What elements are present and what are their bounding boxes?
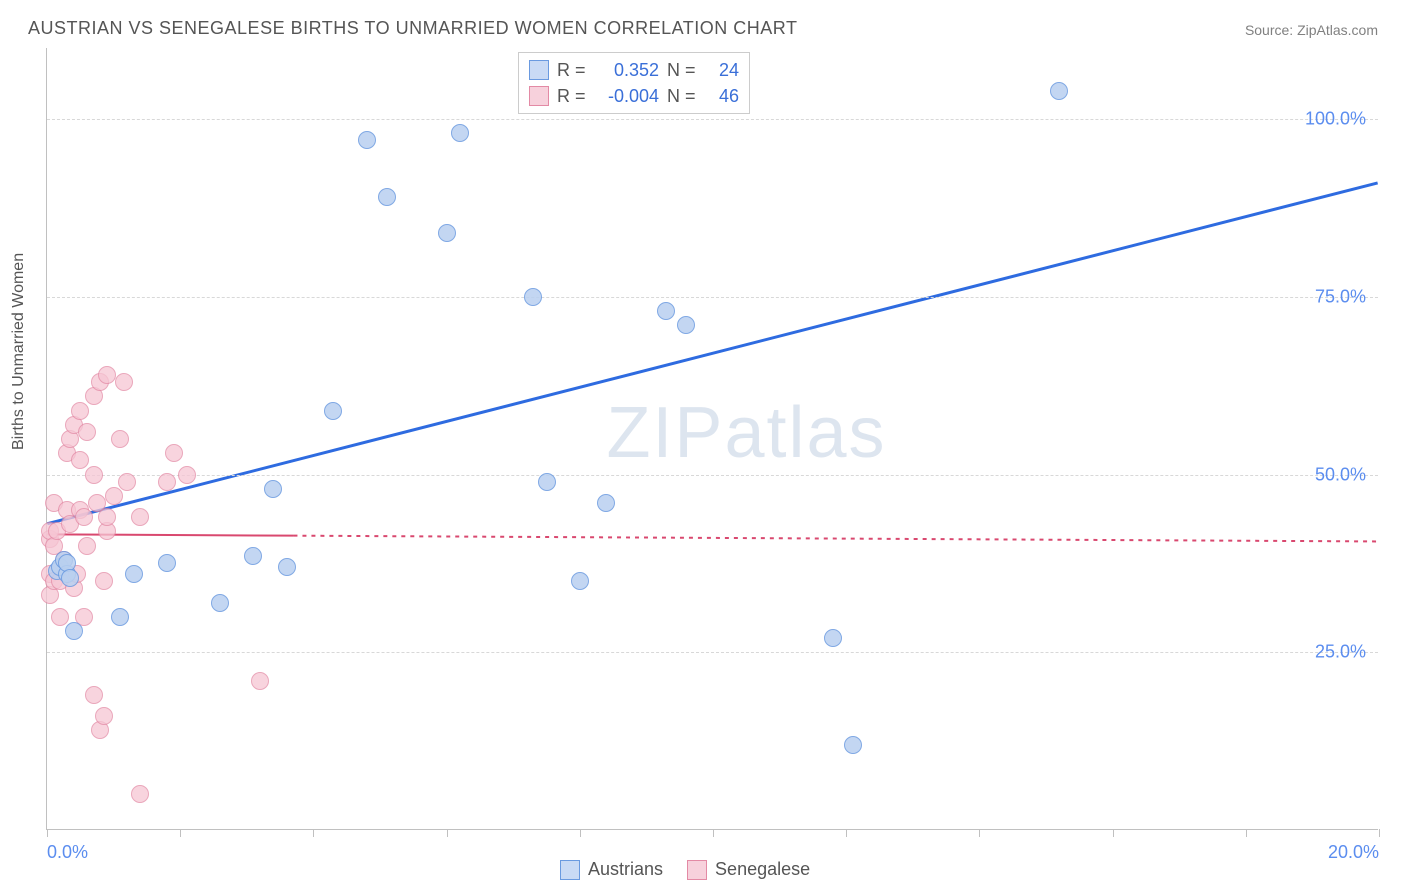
legend-n-value: 46 xyxy=(709,86,739,107)
austrians-point xyxy=(158,554,176,572)
austrians-point xyxy=(677,316,695,334)
x-tick xyxy=(1113,829,1114,837)
senegalese-point xyxy=(75,508,93,526)
x-tick xyxy=(1246,829,1247,837)
senegalese-point xyxy=(78,423,96,441)
chart-container: AUSTRIAN VS SENEGALESE BIRTHS TO UNMARRI… xyxy=(0,0,1406,892)
legend-n-label: N = xyxy=(667,60,701,81)
austrians-point xyxy=(451,124,469,142)
x-tick xyxy=(1379,829,1380,837)
senegalese-trendline xyxy=(293,536,1377,542)
legend-n-value: 24 xyxy=(709,60,739,81)
austrians-point xyxy=(524,288,542,306)
austrians-point xyxy=(824,629,842,647)
austrians-point xyxy=(324,402,342,420)
senegalese-point xyxy=(95,707,113,725)
austrians-point xyxy=(211,594,229,612)
x-tick xyxy=(846,829,847,837)
legend-r-value: -0.004 xyxy=(599,86,659,107)
senegalese-point xyxy=(51,608,69,626)
senegalese-point xyxy=(131,508,149,526)
senegalese-point xyxy=(118,473,136,491)
senegalese-point xyxy=(115,373,133,391)
source-name: ZipAtlas.com xyxy=(1297,22,1378,38)
y-tick-label: 75.0% xyxy=(1315,286,1366,307)
y-tick-label: 25.0% xyxy=(1315,642,1366,663)
trend-lines-layer xyxy=(47,48,1378,829)
gridline xyxy=(47,119,1378,120)
chart-title: AUSTRIAN VS SENEGALESE BIRTHS TO UNMARRI… xyxy=(28,18,797,39)
x-tick xyxy=(47,829,48,837)
austrians-point xyxy=(657,302,675,320)
senegalese-point xyxy=(178,466,196,484)
austrians-point xyxy=(125,565,143,583)
legend-series-name: Senegalese xyxy=(715,859,810,880)
gridline xyxy=(47,652,1378,653)
austrians-point xyxy=(571,572,589,590)
austrians-point xyxy=(358,131,376,149)
austrians-trendline xyxy=(47,183,1377,524)
legend-r-label: R = xyxy=(557,86,591,107)
y-tick-label: 50.0% xyxy=(1315,464,1366,485)
austrians-point xyxy=(264,480,282,498)
legend-r-value: 0.352 xyxy=(599,60,659,81)
legend-swatch xyxy=(560,860,580,880)
series-legend: Austrians Senegalese xyxy=(560,859,810,880)
legend-item-senegalese: Senegalese xyxy=(687,859,810,880)
x-tick xyxy=(180,829,181,837)
senegalese-point xyxy=(71,451,89,469)
senegalese-point xyxy=(98,366,116,384)
austrians-point xyxy=(111,608,129,626)
x-tick xyxy=(447,829,448,837)
x-tick xyxy=(313,829,314,837)
y-axis-label: Births to Unmarried Women xyxy=(10,253,28,450)
x-tick xyxy=(713,829,714,837)
legend-r-label: R = xyxy=(557,60,591,81)
senegalese-point xyxy=(95,572,113,590)
senegalese-point xyxy=(131,785,149,803)
senegalese-point xyxy=(71,402,89,420)
senegalese-point xyxy=(158,473,176,491)
x-tick-label: 0.0% xyxy=(47,842,88,863)
x-tick-label: 20.0% xyxy=(1328,842,1379,863)
legend-series-name: Austrians xyxy=(588,859,663,880)
legend-swatch xyxy=(529,60,549,80)
legend-n-label: N = xyxy=(667,86,701,107)
senegalese-point xyxy=(78,537,96,555)
austrians-point xyxy=(378,188,396,206)
austrians-point xyxy=(1050,82,1068,100)
y-tick-label: 100.0% xyxy=(1305,109,1366,130)
senegalese-point xyxy=(105,487,123,505)
austrians-point xyxy=(61,569,79,587)
x-tick xyxy=(580,829,581,837)
legend-row-austrians: R = 0.352 N = 24 xyxy=(529,57,739,83)
austrians-point xyxy=(278,558,296,576)
senegalese-trendline xyxy=(47,534,293,535)
source-attribution: Source: ZipAtlas.com xyxy=(1245,22,1378,38)
austrians-point xyxy=(538,473,556,491)
austrians-point xyxy=(244,547,262,565)
senegalese-point xyxy=(111,430,129,448)
austrians-point xyxy=(65,622,83,640)
senegalese-point xyxy=(85,686,103,704)
legend-item-austrians: Austrians xyxy=(560,859,663,880)
senegalese-point xyxy=(85,466,103,484)
senegalese-point xyxy=(251,672,269,690)
gridline xyxy=(47,297,1378,298)
austrians-point xyxy=(438,224,456,242)
correlation-legend: R = 0.352 N = 24 R = -0.004 N = 46 xyxy=(518,52,750,114)
senegalese-point xyxy=(98,508,116,526)
austrians-point xyxy=(597,494,615,512)
legend-swatch xyxy=(529,86,549,106)
source-prefix: Source: xyxy=(1245,22,1297,38)
senegalese-point xyxy=(165,444,183,462)
plot-area: ZIPatlas 25.0%50.0%75.0%100.0%0.0%20.0% xyxy=(46,48,1378,830)
watermark: ZIPatlas xyxy=(606,392,886,474)
legend-row-senegalese: R = -0.004 N = 46 xyxy=(529,83,739,109)
austrians-point xyxy=(844,736,862,754)
x-tick xyxy=(979,829,980,837)
legend-swatch xyxy=(687,860,707,880)
gridline xyxy=(47,475,1378,476)
